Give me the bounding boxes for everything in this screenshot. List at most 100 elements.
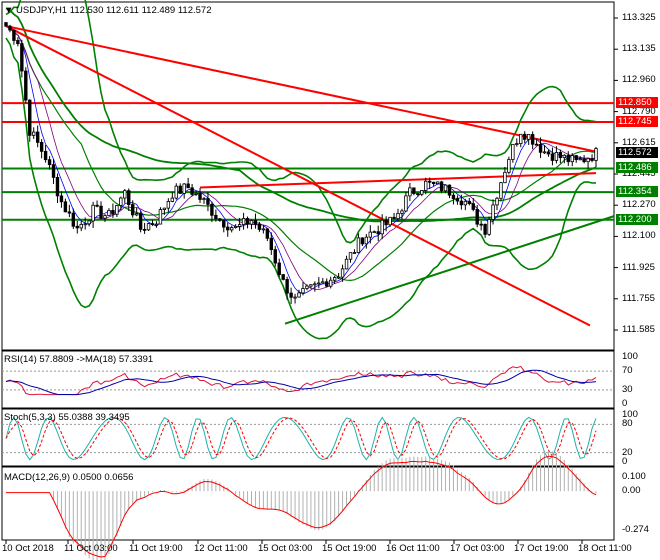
symbol-header: ▼ USDJPY,H1 112.530 112.611 112.489 112.…: [4, 5, 212, 16]
bear-candle: [412, 187, 416, 194]
bull-candle: [368, 231, 372, 238]
price-panel[interactable]: [2, 0, 615, 340]
bull-candle: [356, 237, 361, 253]
bear-candle: [95, 204, 99, 207]
bull-candle: [32, 131, 36, 136]
bear-candle: [218, 218, 222, 221]
bear-candle: [455, 198, 460, 202]
bull-candle: [194, 192, 198, 195]
bear-candle: [43, 150, 48, 161]
macd-axis-label: 0.100: [622, 471, 646, 482]
bear-candle: [269, 237, 274, 251]
bull-candle: [511, 143, 515, 160]
price-axis-label: 112.270: [622, 199, 656, 211]
bull-candle: [388, 216, 392, 226]
bear-candle: [198, 192, 202, 200]
price-axis-label: 112.445: [622, 168, 656, 179]
bull-candle: [542, 151, 547, 154]
rsi-panel[interactable]: [2, 365, 614, 396]
dropdown-triangle-icon[interactable]: ▼: [4, 5, 14, 16]
bear-candle: [451, 194, 456, 200]
price-tag-112.745: 112.745: [616, 116, 658, 127]
macd-axis-label: -0.274: [622, 524, 649, 535]
bear-candle: [245, 218, 250, 225]
bull-candle: [380, 219, 384, 235]
downtrend-line: [5, 25, 591, 327]
bollinger-middle-band: [5, 25, 597, 282]
bear-candle: [20, 43, 24, 72]
bear-candle: [16, 40, 20, 45]
bull-candle: [230, 227, 234, 231]
moving-average-long: [5, 7, 597, 223]
frame-rsi: [1, 350, 615, 409]
time-axis-label: 17 Oct 03:00: [450, 543, 505, 554]
time-axis-label: 15 Oct 19:00: [322, 543, 377, 554]
stoch-title: Stoch(5,3,3) 55.0388 39.3495: [4, 412, 130, 423]
bull-candle: [404, 195, 408, 212]
bear-candle: [439, 181, 444, 192]
rsi-axis-label: 30: [622, 383, 633, 395]
bear-candle: [523, 133, 527, 140]
price-tag-112.200: 112.200: [616, 213, 658, 225]
bear-candle: [582, 158, 586, 163]
bull-candle: [562, 154, 567, 158]
bear-candle: [28, 99, 32, 136]
bull-candle: [174, 185, 178, 199]
bear-candle: [71, 212, 76, 227]
bull-candle: [162, 207, 167, 210]
bull-candle: [495, 197, 499, 206]
price-tag-112.572: 112.572: [616, 147, 658, 159]
macd-title: MACD(12,26,9) 0.0500 0.0656: [4, 472, 134, 483]
bull-candle: [586, 158, 590, 163]
bear-candle: [277, 262, 281, 275]
bear-candle: [534, 143, 539, 146]
bear-candle: [55, 177, 60, 197]
bear-candle: [257, 223, 262, 230]
panel-frames: [1, 1, 618, 544]
bull-candle: [158, 209, 163, 225]
stoch-axis-label: 80: [622, 418, 633, 430]
bear-candle: [376, 231, 380, 235]
bull-candle: [115, 205, 119, 215]
bull-candle: [123, 190, 127, 199]
bear-candle: [35, 131, 40, 143]
macd-panel[interactable]: [6, 450, 597, 560]
bear-candle: [325, 281, 329, 287]
bear-candle: [4, 22, 8, 27]
bull-candle: [166, 201, 171, 209]
stoch-axis-label: 20: [622, 446, 633, 458]
bull-candle: [119, 197, 123, 206]
bear-candle: [63, 201, 68, 213]
bear-candle: [39, 141, 44, 152]
bear-candle: [67, 211, 72, 214]
bull-candle: [424, 180, 428, 191]
stoch-main-line: [5, 416, 597, 461]
bear-candle: [131, 204, 135, 216]
bear-candle: [483, 223, 487, 235]
bear-candle: [12, 29, 16, 41]
bull-candle: [146, 223, 151, 231]
bull-candle: [570, 155, 574, 163]
macd-signal-line: [6, 455, 597, 558]
price-axis-label: 111.755: [622, 292, 655, 304]
stochastic-panel[interactable]: [2, 416, 614, 461]
bull-candle: [435, 181, 440, 185]
bear-candle: [226, 226, 230, 231]
bull-candle: [352, 252, 357, 254]
time-axis-label: 16 Oct 11:00: [386, 543, 440, 554]
bull-candle: [87, 220, 91, 225]
bull-candle: [309, 284, 313, 287]
bull-candle: [491, 204, 495, 220]
bear-candle: [360, 237, 365, 245]
bull-candle: [408, 187, 412, 197]
bull-candle: [297, 292, 301, 298]
bear-candle: [265, 228, 270, 239]
bear-candle: [24, 70, 28, 101]
bear-candle: [127, 190, 131, 205]
bull-candle: [372, 231, 376, 234]
bull-candle: [328, 279, 333, 287]
bull-candle: [170, 197, 175, 202]
rsi-axis-label: 70: [622, 365, 633, 377]
bear-candle: [59, 195, 64, 203]
